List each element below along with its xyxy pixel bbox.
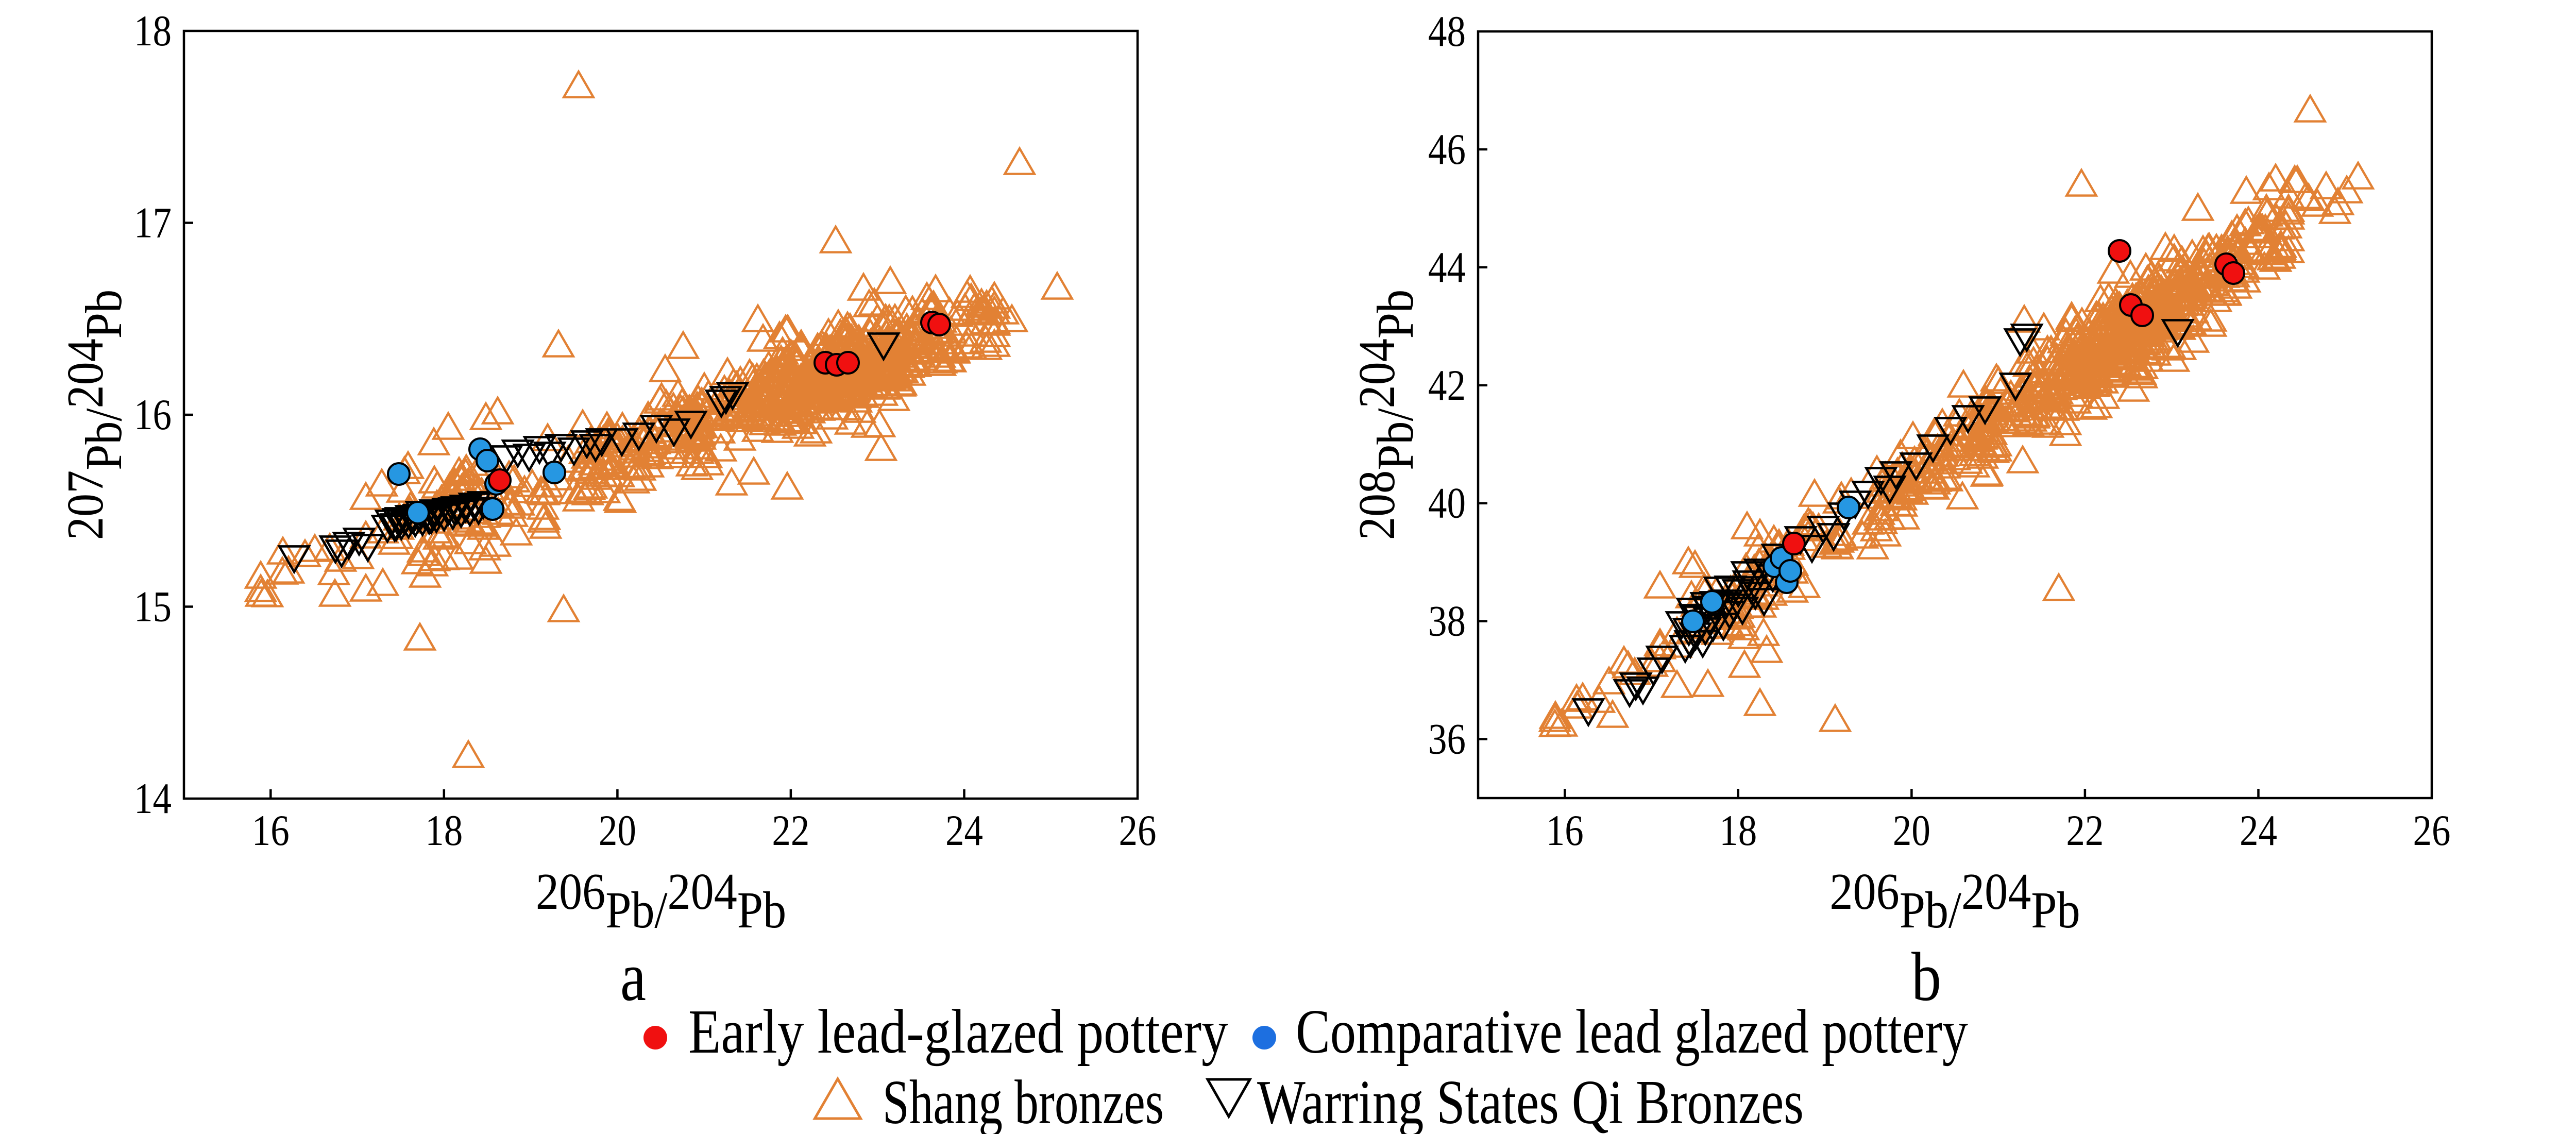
svg-text:b: b <box>1911 939 1941 1015</box>
svg-text:207: 207 <box>56 470 114 540</box>
svg-text:Pb: Pb <box>2031 881 2080 939</box>
svg-text:a: a <box>620 939 646 1015</box>
svg-text:Pb: Pb <box>75 290 132 338</box>
svg-text:204: 204 <box>1348 338 1405 408</box>
svg-text:204: 204 <box>668 862 737 920</box>
svg-text:40: 40 <box>1428 479 1466 528</box>
svg-text:42: 42 <box>1428 361 1466 410</box>
svg-text:38: 38 <box>1428 597 1466 646</box>
svg-text:20: 20 <box>599 806 636 855</box>
svg-text:24: 24 <box>945 806 983 855</box>
svg-text:Pb/: Pb/ <box>1366 408 1424 470</box>
svg-text:26: 26 <box>1119 806 1157 855</box>
svg-text:Shang bronzes: Shang bronzes <box>883 1068 1164 1134</box>
svg-text:17: 17 <box>134 199 172 247</box>
svg-text:46: 46 <box>1428 125 1466 174</box>
svg-text:206: 206 <box>1829 862 1899 920</box>
svg-text:16: 16 <box>252 806 290 855</box>
svg-text:Early lead-glazed pottery: Early lead-glazed pottery <box>688 997 1228 1067</box>
svg-text:16: 16 <box>1546 806 1584 855</box>
svg-text:15: 15 <box>134 583 172 631</box>
svg-text:26: 26 <box>2413 806 2451 855</box>
svg-text:18: 18 <box>425 806 463 855</box>
svg-text:204: 204 <box>1961 862 2031 920</box>
svg-text:206: 206 <box>536 862 605 920</box>
svg-text:Pb: Pb <box>737 881 786 939</box>
svg-text:20: 20 <box>1893 806 1930 855</box>
svg-text:36: 36 <box>1428 715 1466 764</box>
svg-text:18: 18 <box>1719 806 1757 855</box>
svg-text:208: 208 <box>1348 470 1405 540</box>
svg-text:44: 44 <box>1428 243 1466 292</box>
svg-text:24: 24 <box>2240 806 2277 855</box>
svg-text:16: 16 <box>134 391 172 439</box>
svg-text:48: 48 <box>1428 7 1466 56</box>
svg-text:14: 14 <box>134 774 172 823</box>
svg-text:Pb/: Pb/ <box>1900 881 1962 939</box>
svg-text:22: 22 <box>772 806 809 855</box>
svg-text:Pb: Pb <box>1366 290 1424 338</box>
svg-text:204: 204 <box>56 338 114 408</box>
svg-text:18: 18 <box>134 7 172 55</box>
svg-text:Comparative lead glazed potter: Comparative lead glazed pottery <box>1296 997 1968 1067</box>
svg-text:Pb/: Pb/ <box>75 408 132 470</box>
svg-text:Warring States Qi Bronzes: Warring States Qi Bronzes <box>1257 1068 1804 1134</box>
svg-text:22: 22 <box>2066 806 2104 855</box>
svg-text:Pb/: Pb/ <box>605 881 668 939</box>
